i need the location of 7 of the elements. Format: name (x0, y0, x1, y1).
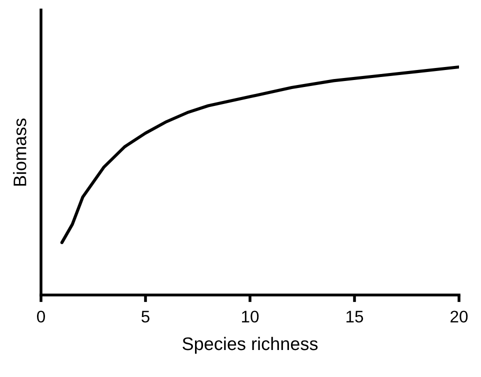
x-tick-label: 0 (37, 310, 45, 323)
x-tick-label: 10 (242, 310, 259, 323)
x-tick-label: 5 (142, 310, 150, 323)
x-tick-label: 15 (346, 310, 364, 323)
x-axis-title: Species richness (182, 336, 318, 354)
y-axis-title: Biomass (13, 118, 26, 186)
x-tick-label: 20 (450, 310, 468, 323)
